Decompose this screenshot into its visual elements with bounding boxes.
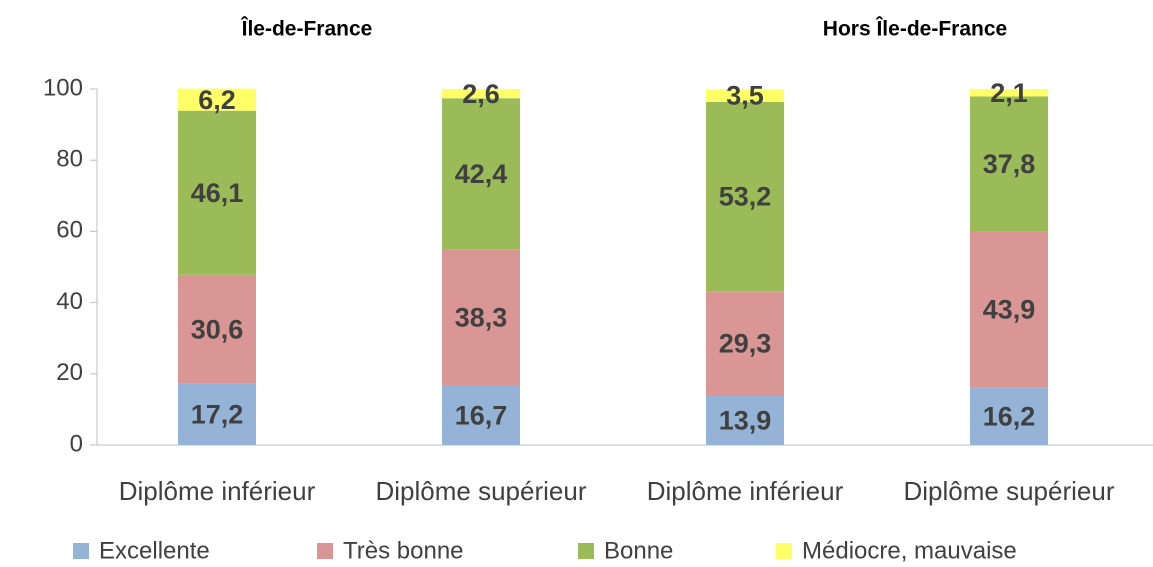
legend-label: Médiocre, mauvaise <box>802 537 1017 564</box>
x-tick-label: Diplôme supérieur <box>376 476 587 506</box>
value-label: 16,2 <box>983 401 1036 431</box>
bar-segment <box>178 274 256 384</box>
value-label: 13,9 <box>719 405 772 435</box>
bar-segment <box>178 88 256 111</box>
bar-segment <box>970 96 1048 232</box>
value-label: 43,9 <box>983 294 1036 324</box>
value-label: 29,3 <box>719 328 772 358</box>
value-label: 42,4 <box>455 159 508 189</box>
bar-segment <box>706 291 784 396</box>
bar-segment <box>442 89 520 99</box>
bar-segment <box>442 98 520 250</box>
x-tick-label: Diplôme inférieur <box>647 476 844 506</box>
value-label: 37,8 <box>983 149 1036 179</box>
bar-segment <box>178 110 256 275</box>
bar-segment <box>706 89 784 102</box>
bar-segment <box>970 89 1048 97</box>
value-label: 17,2 <box>191 400 244 430</box>
value-label: 53,2 <box>719 182 772 212</box>
bar-segment <box>442 249 520 386</box>
legend-swatch <box>578 543 594 559</box>
value-label: 6,2 <box>198 85 236 115</box>
value-label: 16,7 <box>455 400 508 430</box>
x-tick-label: Diplôme inférieur <box>119 476 316 506</box>
y-tick-label: 40 <box>56 288 83 315</box>
y-tick-label: 100 <box>43 74 83 101</box>
group-title: Île-de-France <box>241 17 373 41</box>
legend-label: Excellente <box>99 537 210 564</box>
bar-segment <box>706 101 784 292</box>
x-tick-label: Diplôme supérieur <box>904 476 1115 506</box>
bar-segment <box>970 231 1048 388</box>
y-tick-label: 60 <box>56 217 83 244</box>
value-label: 46,1 <box>191 178 244 208</box>
y-tick-label: 20 <box>56 359 83 386</box>
y-tick-label: 0 <box>70 430 83 457</box>
value-label: 38,3 <box>455 302 508 332</box>
value-label: 30,6 <box>191 314 244 344</box>
legend-swatch <box>776 543 792 559</box>
legend-swatch <box>73 543 89 559</box>
value-label: 2,6 <box>462 79 500 109</box>
legend-label: Très bonne <box>343 537 464 564</box>
bar-segment <box>706 395 784 445</box>
bar-segment <box>970 387 1048 445</box>
legend-swatch <box>317 543 333 559</box>
legend-label: Bonne <box>604 537 673 564</box>
group-title: Hors Île-de-France <box>823 17 1007 41</box>
y-tick-label: 80 <box>56 146 83 173</box>
bar-segment <box>178 383 256 445</box>
value-label: 3,5 <box>726 81 764 111</box>
bar-segment <box>442 385 520 445</box>
value-label: 2,1 <box>990 78 1028 108</box>
